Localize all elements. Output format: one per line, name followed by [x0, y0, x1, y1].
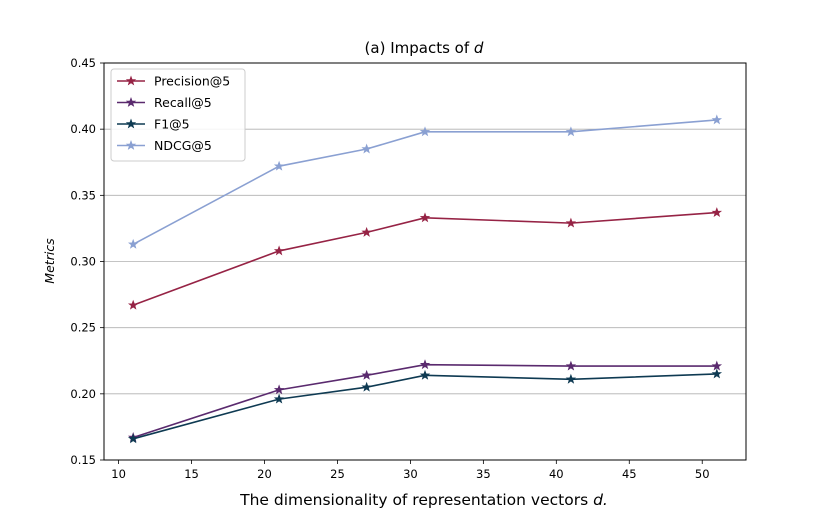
y-tick-label-4: 0.35	[70, 188, 96, 202]
y-tick-label-3: 0.30	[70, 255, 96, 269]
legend-box	[110, 68, 246, 162]
data-point-ndcg-5-1	[273, 160, 285, 171]
series-line-ndcg-5	[132, 119, 717, 246]
y-axis-ticks: 0.15 0.20 0.25 0.30 0.35 0.40 0.45	[70, 56, 104, 467]
x-tick-label-6: 40	[549, 467, 564, 481]
x-tick-label-7: 45	[622, 467, 637, 481]
data-point-f1-5-2	[361, 381, 372, 392]
data-point-precision-5-1	[273, 245, 285, 256]
legend-label-f1-5: F1@5	[154, 117, 190, 132]
data-point-f1-5-0	[127, 433, 139, 444]
data-point-recall-5-4	[565, 360, 577, 371]
data-point-f1-5-1	[273, 393, 285, 404]
x-tick-label-4: 30	[403, 467, 418, 481]
legend-marker-ndcg-5	[125, 140, 137, 150]
data-point-precision-5-0	[127, 299, 139, 310]
x-tick-label-0: 10	[111, 467, 126, 481]
series-markers	[127, 114, 723, 444]
legend-label-precision-5: Precision@5	[154, 74, 230, 89]
x-tick-label-2: 20	[257, 467, 272, 481]
x-axis-label: The dimensionality of representation vec…	[239, 491, 608, 509]
data-point-ndcg-5-5	[711, 114, 723, 125]
x-tick-label-3: 25	[330, 467, 345, 481]
x-tick-label-1: 15	[184, 467, 199, 481]
data-point-recall-5-3	[419, 359, 431, 370]
data-point-f1-5-3	[419, 369, 431, 380]
data-point-recall-5-1	[273, 384, 285, 395]
y-axis-label: Metrics	[42, 238, 57, 284]
legend: Precision@5 Recall@5 F1@5 NDCG@5	[110, 68, 246, 162]
data-point-ndcg-5-3	[419, 126, 431, 137]
data-point-ndcg-5-0	[127, 238, 139, 249]
legend-label-ndcg-5: NDCG@5	[154, 138, 212, 153]
x-tick-label-8: 50	[695, 467, 710, 481]
data-point-f1-5-4	[565, 373, 577, 384]
legend-marker-precision-5	[125, 75, 137, 86]
data-point-ndcg-5-2	[361, 143, 372, 154]
y-tick-label-2: 0.25	[70, 321, 96, 335]
data-point-recall-5-2	[361, 369, 372, 380]
data-point-ndcg-5-4	[565, 126, 577, 137]
series-line-f1-5	[132, 373, 717, 440]
legend-marker-f1-5	[125, 118, 137, 129]
y-tick-label-6: 0.45	[70, 56, 96, 70]
x-tick-label-5: 35	[476, 467, 491, 481]
legend-marker-recall-5	[125, 97, 137, 107]
data-point-precision-5-4	[565, 217, 577, 228]
legend-label-recall-5: Recall@5	[154, 95, 212, 110]
chart-title: (a) Impacts of d	[365, 39, 484, 57]
x-axis-ticks: 10 15 20 25 30 35 40 45 50	[111, 460, 710, 481]
y-tick-label-5: 0.40	[70, 122, 96, 136]
series-lines	[132, 119, 717, 440]
data-point-precision-5-3	[419, 212, 431, 223]
y-tick-label-1: 0.20	[70, 387, 96, 401]
series-line-recall-5	[132, 363, 717, 439]
data-point-precision-5-2	[361, 226, 372, 237]
data-point-precision-5-5	[711, 207, 723, 217]
y-tick-label-0: 0.15	[70, 453, 96, 467]
series-line-precision-5	[132, 211, 717, 306]
data-point-f1-5-5	[711, 368, 723, 379]
data-point-recall-5-5	[711, 360, 723, 371]
